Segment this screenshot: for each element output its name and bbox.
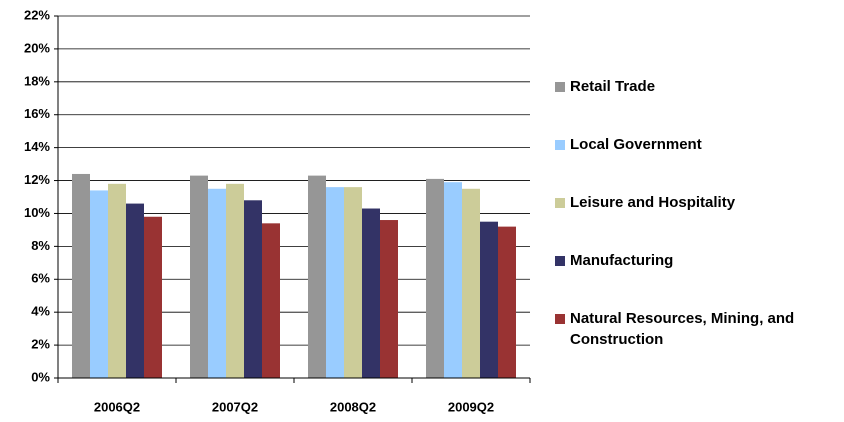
bar: [326, 187, 344, 378]
legend-swatch: [555, 140, 565, 150]
y-tick-label: 4%: [31, 304, 50, 319]
y-tick-label: 22%: [24, 7, 50, 22]
bar: [262, 223, 280, 378]
legend-label: Natural Resources, Mining, and Construct…: [570, 310, 795, 348]
y-tick-label: 0%: [31, 369, 50, 384]
x-tick-label: 2007Q2: [212, 399, 258, 414]
bar: [72, 173, 90, 378]
x-tick-label: 2009Q2: [448, 399, 494, 414]
bar: [462, 188, 480, 378]
bar: [208, 188, 226, 378]
y-tick-label: 20%: [24, 40, 50, 55]
bar: [308, 175, 326, 378]
y-tick-label: 10%: [24, 205, 50, 220]
legend-swatch: [555, 314, 565, 324]
y-tick-label: 14%: [24, 139, 50, 154]
bar: [90, 190, 108, 378]
bar: [108, 183, 126, 378]
bar: [344, 187, 362, 378]
bar: [190, 175, 208, 378]
bar: [426, 178, 444, 378]
y-tick-label: 6%: [31, 271, 50, 286]
legend-entry: Leisure and Hospitality: [555, 192, 835, 213]
x-tick-label: 2008Q2: [330, 399, 376, 414]
legend-swatch: [555, 198, 565, 208]
bar: [144, 216, 162, 378]
bar: [380, 220, 398, 378]
y-tick-label: 8%: [31, 238, 50, 253]
x-tick-label: 2006Q2: [94, 399, 140, 414]
bar: [244, 200, 262, 378]
legend-entry: Local Government: [555, 134, 835, 155]
legend-label: Leisure and Hospitality: [570, 194, 736, 211]
legend-entry: Natural Resources, Mining, and Construct…: [555, 308, 835, 350]
y-tick-label: 2%: [31, 337, 50, 352]
legend-label: Local Government: [570, 136, 702, 153]
bar: [480, 221, 498, 378]
legend-label: Manufacturing: [570, 252, 674, 269]
legend-label: Retail Trade: [570, 78, 656, 95]
legend-entry: Manufacturing: [555, 250, 835, 271]
legend-entry: Retail Trade: [555, 76, 835, 97]
bar: [126, 203, 144, 378]
bar: [444, 182, 462, 378]
bar: [498, 226, 516, 378]
bar: [362, 208, 380, 378]
y-tick-label: 12%: [24, 172, 50, 187]
legend-swatch: [555, 256, 565, 266]
y-tick-label: 18%: [24, 73, 50, 88]
bar: [226, 183, 244, 378]
y-tick-label: 16%: [24, 106, 50, 121]
legend-swatch: [555, 82, 565, 92]
